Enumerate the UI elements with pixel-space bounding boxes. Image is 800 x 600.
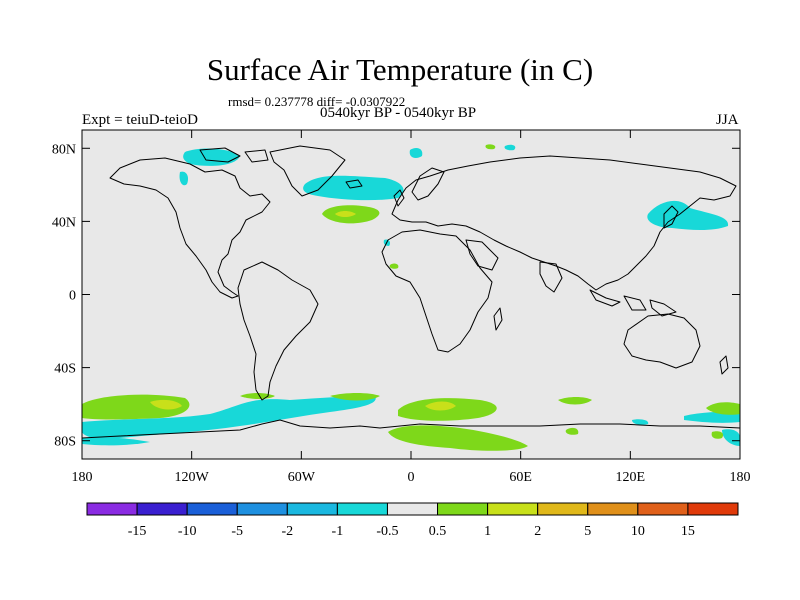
colorbar-swatch [587, 502, 639, 516]
anomaly-patch-indian-south [632, 419, 649, 425]
colorbar-swatch [437, 502, 489, 516]
coastlines [82, 145, 740, 439]
anomaly-patch-arctic-warm [485, 144, 496, 150]
colorbar-label: -0.5 [376, 524, 398, 539]
colorbar-label: -1 [332, 524, 344, 539]
colorbar-swatch [487, 502, 539, 516]
stats-line: rmsd= 0.237778 diff= -0.0307922 [228, 94, 406, 109]
anomaly-patch-pacific-south-warm-core [150, 399, 182, 410]
season-label: JJA [716, 112, 739, 128]
colorbar-label: 15 [681, 524, 695, 539]
experiment-label: Expt = teiuD-teioD [82, 112, 198, 128]
colorbar-swatch [637, 502, 689, 516]
anomaly-patch-weddell-warm [388, 425, 528, 451]
coastline-arabia [465, 239, 499, 271]
coastline-india [539, 261, 563, 293]
coastline-greenland [269, 145, 346, 197]
y-tick-label: 80N [52, 142, 76, 157]
y-axis: 80N 40N 0 40S 80S [52, 142, 740, 450]
coastline-north-america [109, 157, 271, 299]
colorbar-label: -10 [178, 524, 197, 539]
anomaly-patch-antarctic [82, 437, 150, 446]
coastline-australia [623, 313, 701, 369]
x-tick-label: 120W [175, 470, 210, 485]
anomaly-patch-pacific-warm-east [706, 402, 740, 415]
anomaly-patch-north-atlantic-warm-core [335, 211, 356, 217]
anomaly-patch-mediterranean [389, 263, 399, 269]
colorbar-label: 2 [534, 524, 541, 539]
coastline-iceland [345, 179, 363, 189]
colorbar-label: -15 [128, 524, 147, 539]
colorbar-label: 1 [484, 524, 491, 539]
colorbar-label: -5 [231, 524, 243, 539]
anomaly-patch-arctic [409, 148, 423, 158]
period-label: 0540kyr BP - 0540kyr BP [320, 105, 477, 121]
anomaly-patch-ross [722, 429, 740, 446]
x-tick-label: 60W [288, 470, 316, 485]
chart-title: Surface Air Temperature (in C) [206, 52, 594, 87]
anomaly-patch-indian-warm [558, 397, 592, 405]
x-tick-label: 180 [72, 470, 93, 485]
colorbar-label: 5 [584, 524, 591, 539]
colorbar-swatch [136, 502, 188, 516]
y-tick-label: 40S [54, 362, 76, 377]
anomaly-patch-scotia [330, 393, 380, 401]
coastline-antarctica [82, 419, 740, 439]
x-tick-label: 60E [509, 470, 532, 485]
y-tick-label: 80S [54, 435, 76, 450]
y-tick-label: 40N [52, 215, 76, 230]
x-axis: 180 120W 60W 0 60E 120E 180 [72, 130, 751, 485]
coastline-eurasia [391, 155, 737, 291]
colorbar-swatch [86, 502, 138, 516]
colorbar-swatch [186, 502, 238, 516]
coastline-new-zealand [719, 355, 729, 375]
colorbar-swatch [386, 502, 439, 516]
x-tick-label: 0 [408, 470, 415, 485]
coastline-japan [663, 205, 679, 229]
coastline-scandinavia [411, 167, 445, 201]
coastline-madagascar [493, 307, 503, 331]
anomaly-patch-canada [179, 171, 189, 186]
y-tick-label: 0 [69, 289, 76, 304]
x-tick-label: 120E [616, 470, 646, 485]
coastline-south-america [237, 261, 319, 401]
colorbar-swatch [286, 502, 338, 516]
colorbar-label: 0.5 [429, 524, 447, 539]
coastline-africa [381, 229, 493, 353]
anomaly-patch-antarctic-warm [565, 427, 579, 435]
colorbar: -15 -10 -5 -2 -1 -0.5 0.5 1 2 5 10 15 [86, 502, 739, 539]
anomaly-patch-southern-ocean [82, 396, 376, 439]
colorbar-swatch [537, 502, 589, 516]
colorbar-swatch [236, 502, 288, 516]
colorbar-label: -2 [281, 524, 293, 539]
coastline-canadian-islands [199, 147, 269, 163]
anomaly-patch-ross-warm [711, 431, 724, 439]
anomaly-patch-atlantic-south-warm-core [425, 401, 456, 411]
colorbar-label: 10 [631, 524, 645, 539]
colorbar-swatch [687, 502, 739, 516]
anomaly-patch-arctic-2 [504, 144, 516, 151]
coastline-british-isles [393, 189, 405, 207]
colorbar-swatch [336, 502, 388, 516]
x-tick-label: 180 [730, 470, 751, 485]
